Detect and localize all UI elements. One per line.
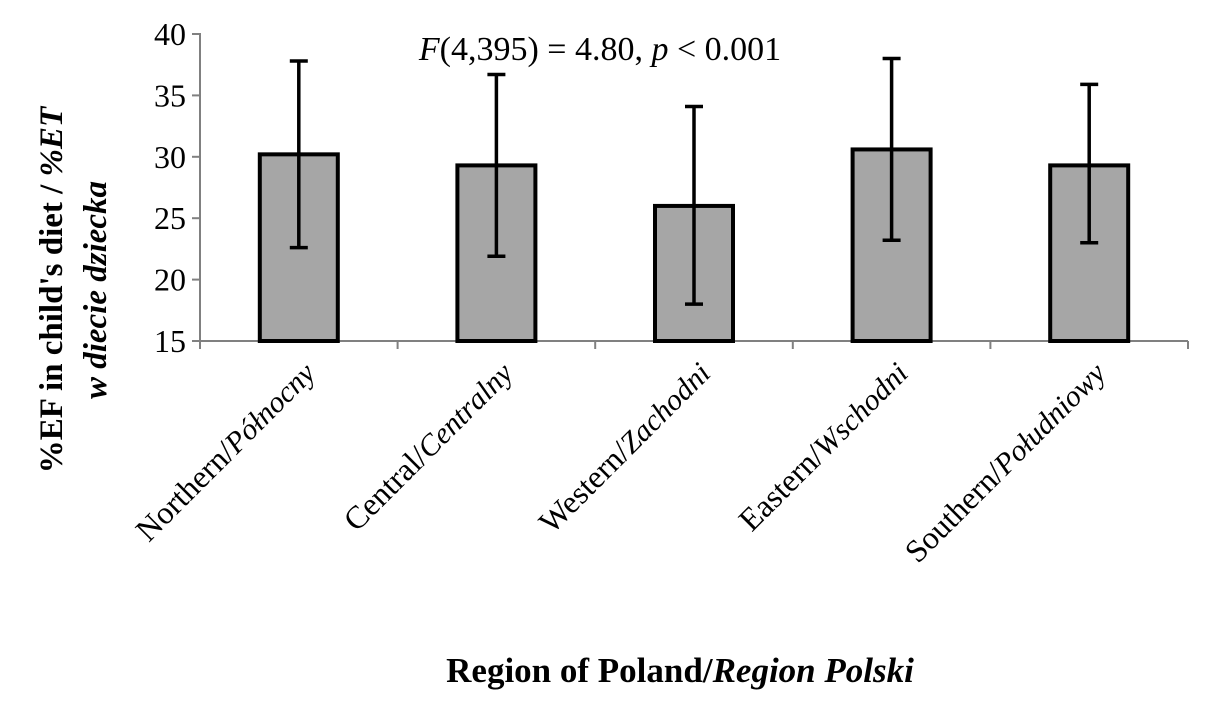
- y-tick-label: 15: [154, 323, 186, 359]
- y-axis-label-line2-text: w diecie dziecka: [78, 181, 114, 399]
- x-tick-label: Northern/Północny: [128, 354, 322, 548]
- x-tick-label-main: Central/: [336, 439, 434, 537]
- x-tick-label-italic: Zachodni: [613, 357, 716, 460]
- x-tick-label-main: Southern/: [897, 456, 1011, 570]
- x-tick-label-main: Eastern/: [731, 438, 831, 538]
- stats-annotation: F(4,395) = 4.80, p < 0.001: [418, 31, 781, 68]
- error-bar: [289, 59, 308, 250]
- y-axis-label-main: %EF in child's diet /: [34, 176, 70, 473]
- error-bar: [882, 56, 901, 243]
- x-tick-label-italic: Południowy: [987, 356, 1113, 482]
- x-axis-label-italic: Region Polski: [712, 651, 915, 690]
- stats-annotation-suffix: < 0.001: [668, 31, 781, 68]
- x-tick-label: Southern/Południowy: [897, 354, 1112, 569]
- error-bars: [289, 56, 1099, 306]
- stats-annotation-middle: (4,395) = 4.80,: [440, 31, 652, 68]
- x-tick-label-italic: Centralny: [411, 356, 520, 465]
- y-axis-label-line2: w diecie dziecka: [78, 181, 114, 399]
- x-tick-label: Central/Centralny: [336, 354, 520, 538]
- x-tick-label-main: Western/: [531, 435, 636, 540]
- y-axis-label: %EF in child's diet / %ET: [34, 105, 70, 473]
- y-tick-label: 35: [154, 77, 186, 113]
- error-bar: [685, 104, 703, 306]
- y-axis-label-italic: %ET: [34, 105, 70, 177]
- x-tick-label: Western/Zachodni: [531, 354, 716, 539]
- x-axis-label-main: Region of Poland/: [446, 651, 714, 690]
- x-tick-label-main: Northern/: [128, 435, 242, 549]
- x-tick-label: Eastern/Wschodni: [731, 354, 914, 537]
- labels: Northern/PółnocnyCentral/CentralnyWester…: [34, 31, 1113, 690]
- y-tick-label: 25: [154, 200, 186, 236]
- y-tick-label: 40: [154, 16, 186, 52]
- y-tick-label: 20: [154, 262, 186, 298]
- error-bar: [487, 72, 506, 259]
- stats-annotation-f: F: [418, 31, 441, 68]
- error-bar: [1080, 82, 1099, 245]
- x-tick-label-italic: Wschodni: [808, 357, 915, 464]
- stats-annotation-p: p: [649, 31, 668, 68]
- x-axis-label: Region of Poland/Region Polski: [446, 651, 914, 690]
- axes: 15 20 25 30 35 40: [154, 16, 1189, 359]
- y-tick-label: 30: [154, 139, 186, 175]
- x-tick-label-italic: Północny: [218, 356, 323, 461]
